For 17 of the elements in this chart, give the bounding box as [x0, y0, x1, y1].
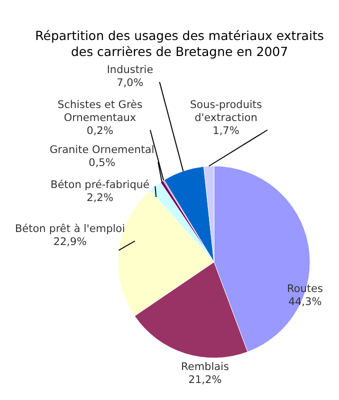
slice-label: Sous-produits d'extraction — [190, 99, 262, 124]
slice-label: Granite Ornemental — [50, 144, 154, 156]
data-label: 0,2% — [86, 125, 114, 137]
chart-title: Répartition des usages des matériaux extraits des carrières de Bretagne en 2007 — [35, 28, 324, 59]
data-label: 22,9% — [53, 236, 87, 248]
data-label: 0,5% — [88, 157, 116, 169]
slice-label: Béton pré-fabriqué — [50, 179, 150, 191]
data-label: 7,0% — [116, 77, 144, 89]
slice-label: Routes — [287, 283, 323, 295]
slice-label: Remblais — [181, 361, 229, 373]
data-label: 44,3% — [288, 296, 322, 308]
data-label: 2,2% — [86, 192, 114, 204]
slice-label: Béton prêt à l'emploi — [14, 223, 126, 235]
slice-label: Schistes et Grès Ornementaux — [58, 99, 142, 124]
data-label: 21,2% — [188, 374, 222, 386]
slice-label: Industrie — [106, 64, 154, 76]
data-label: 1,7% — [212, 125, 240, 137]
